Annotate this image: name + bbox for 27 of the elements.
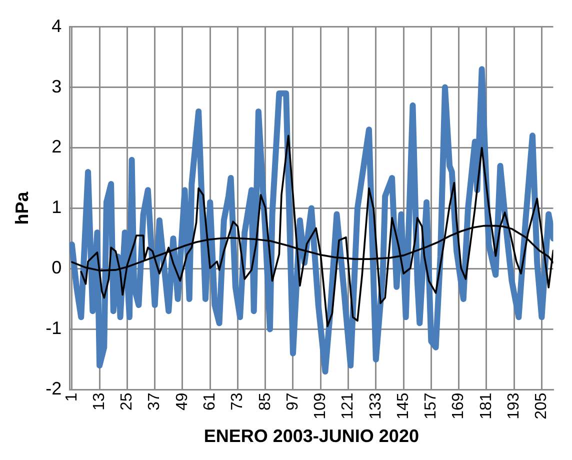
x-tick-label: 121 — [340, 392, 357, 420]
x-tick-label: 205 — [533, 392, 550, 420]
x-axis-title: ENERO 2003-JUNIO 2020 — [204, 426, 419, 446]
y-tick-label: 3 — [52, 76, 62, 96]
x-tick-label: 25 — [118, 392, 136, 410]
x-tick-label: 157 — [422, 392, 440, 420]
y-tick-label: 2 — [52, 136, 62, 157]
y-tick-label: -2 — [46, 378, 62, 399]
x-tick-label: 193 — [505, 392, 522, 420]
y-tick-label: 0 — [52, 258, 62, 278]
x-tick-label: 133 — [367, 392, 384, 420]
x-tick-label: 97 — [284, 392, 302, 410]
x-tick-label: 61 — [201, 392, 218, 410]
y-axis-title: hPa — [12, 190, 32, 225]
x-tick-label: 181 — [478, 392, 495, 420]
x-tick-label: 13 — [90, 392, 108, 410]
x-tick-label: 37 — [146, 392, 164, 410]
x-tick-label: 85 — [256, 392, 274, 410]
x-tick-label: 1 — [63, 392, 80, 402]
x-tick-label: 49 — [174, 392, 191, 410]
x-tick-label: 73 — [229, 392, 246, 410]
y-tick-label: 1 — [52, 197, 62, 218]
x-tick-label: 169 — [450, 392, 468, 420]
x-tick-label: 109 — [312, 392, 330, 420]
y-tick-label: -1 — [46, 318, 62, 338]
y-tick-label: 4 — [52, 16, 62, 36]
x-tick-label: 145 — [394, 392, 412, 420]
